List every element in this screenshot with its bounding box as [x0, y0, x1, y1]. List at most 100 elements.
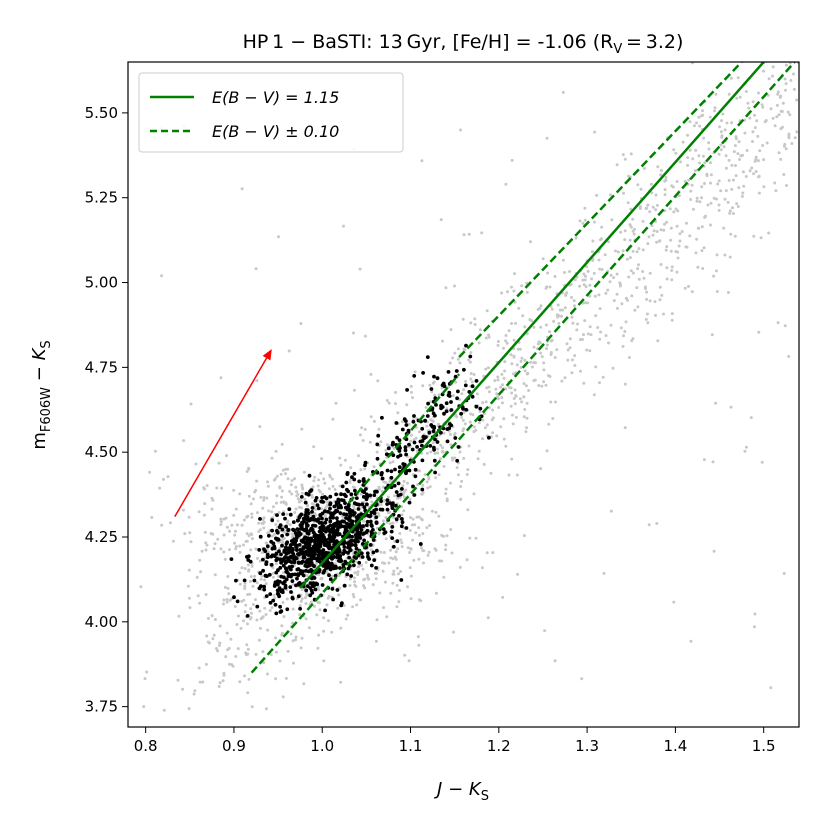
field-star: [238, 582, 242, 586]
field-star: [725, 121, 729, 125]
field-star: [310, 493, 314, 497]
field-star: [364, 561, 368, 564]
field-star: [271, 505, 275, 509]
field-star: [799, 81, 802, 84]
member-star: [338, 523, 343, 528]
field-star: [766, 93, 770, 97]
field-star: [672, 600, 676, 604]
member-star: [262, 587, 267, 592]
field-star: [703, 182, 706, 185]
field-star: [512, 397, 516, 400]
member-star: [291, 527, 295, 532]
field-star: [681, 140, 685, 144]
field-star: [705, 172, 709, 176]
member-star: [313, 587, 318, 592]
member-star: [358, 536, 363, 540]
field-star: [665, 220, 669, 224]
field-star: [582, 272, 586, 276]
field-star: [767, 231, 771, 235]
field-star: [450, 551, 454, 555]
field-star: [523, 408, 527, 411]
field-star: [469, 321, 473, 325]
field-star: [548, 375, 552, 378]
field-star: [721, 112, 725, 116]
field-star: [751, 140, 754, 143]
field-star: [472, 373, 476, 376]
member-star: [334, 565, 338, 570]
member-star: [474, 404, 479, 409]
field-star: [572, 299, 576, 303]
field-star: [247, 467, 251, 471]
member-star: [374, 521, 379, 525]
field-star: [610, 218, 614, 222]
field-star: [549, 400, 553, 404]
field-star: [743, 131, 747, 135]
field-star: [570, 315, 574, 319]
field-star: [474, 536, 478, 540]
field-star: [288, 490, 292, 493]
field-star: [520, 400, 524, 404]
member-star: [352, 471, 357, 476]
member-star: [288, 585, 293, 589]
member-star: [456, 389, 460, 394]
field-star: [602, 571, 606, 575]
member-star: [333, 524, 338, 528]
member-star: [379, 499, 383, 503]
field-star: [805, 100, 808, 103]
field-star: [487, 385, 491, 389]
field-star: [713, 45, 716, 48]
field-star: [270, 606, 274, 610]
field-star: [381, 569, 385, 573]
member-star: [278, 557, 283, 562]
field-star: [520, 284, 524, 288]
field-star: [286, 521, 289, 525]
field-star: [540, 384, 544, 388]
field-star: [377, 514, 381, 517]
field-star: [337, 574, 341, 578]
field-star: [676, 256, 680, 260]
field-star: [381, 485, 385, 489]
field-star: [357, 454, 360, 458]
field-star: [548, 330, 552, 334]
member-star: [394, 490, 399, 494]
member-star: [336, 497, 341, 502]
field-star: [355, 603, 359, 607]
member-star: [310, 590, 315, 595]
member-star: [407, 500, 412, 505]
member-star: [258, 517, 262, 521]
field-star: [710, 333, 714, 337]
field-star: [574, 236, 578, 240]
member-star: [357, 560, 362, 565]
field-star: [271, 571, 275, 575]
field-star: [352, 331, 355, 335]
field-star: [403, 653, 407, 657]
field-star: [255, 479, 259, 483]
field-star: [382, 498, 386, 502]
member-star: [449, 408, 454, 412]
field-star: [645, 297, 649, 301]
member-star: [288, 512, 293, 517]
field-star: [762, 158, 766, 162]
field-star: [715, 197, 718, 201]
member-star: [316, 506, 321, 511]
field-star: [609, 509, 613, 513]
field-star: [525, 332, 529, 336]
field-star: [466, 468, 470, 472]
member-star: [447, 390, 452, 395]
field-star: [688, 148, 692, 152]
member-star: [302, 551, 306, 556]
field-star: [548, 285, 552, 289]
field-star: [500, 401, 504, 405]
member-star: [391, 501, 395, 506]
field-star: [389, 548, 392, 552]
field-star: [583, 278, 587, 282]
field-star: [438, 457, 442, 461]
field-star: [280, 489, 284, 493]
field-star: [690, 183, 694, 187]
field-star: [253, 574, 257, 578]
field-star: [810, 118, 813, 121]
member-star: [262, 584, 266, 589]
x-tick-label: 0.8: [134, 737, 158, 755]
field-star: [676, 250, 680, 254]
member-star: [323, 608, 327, 613]
